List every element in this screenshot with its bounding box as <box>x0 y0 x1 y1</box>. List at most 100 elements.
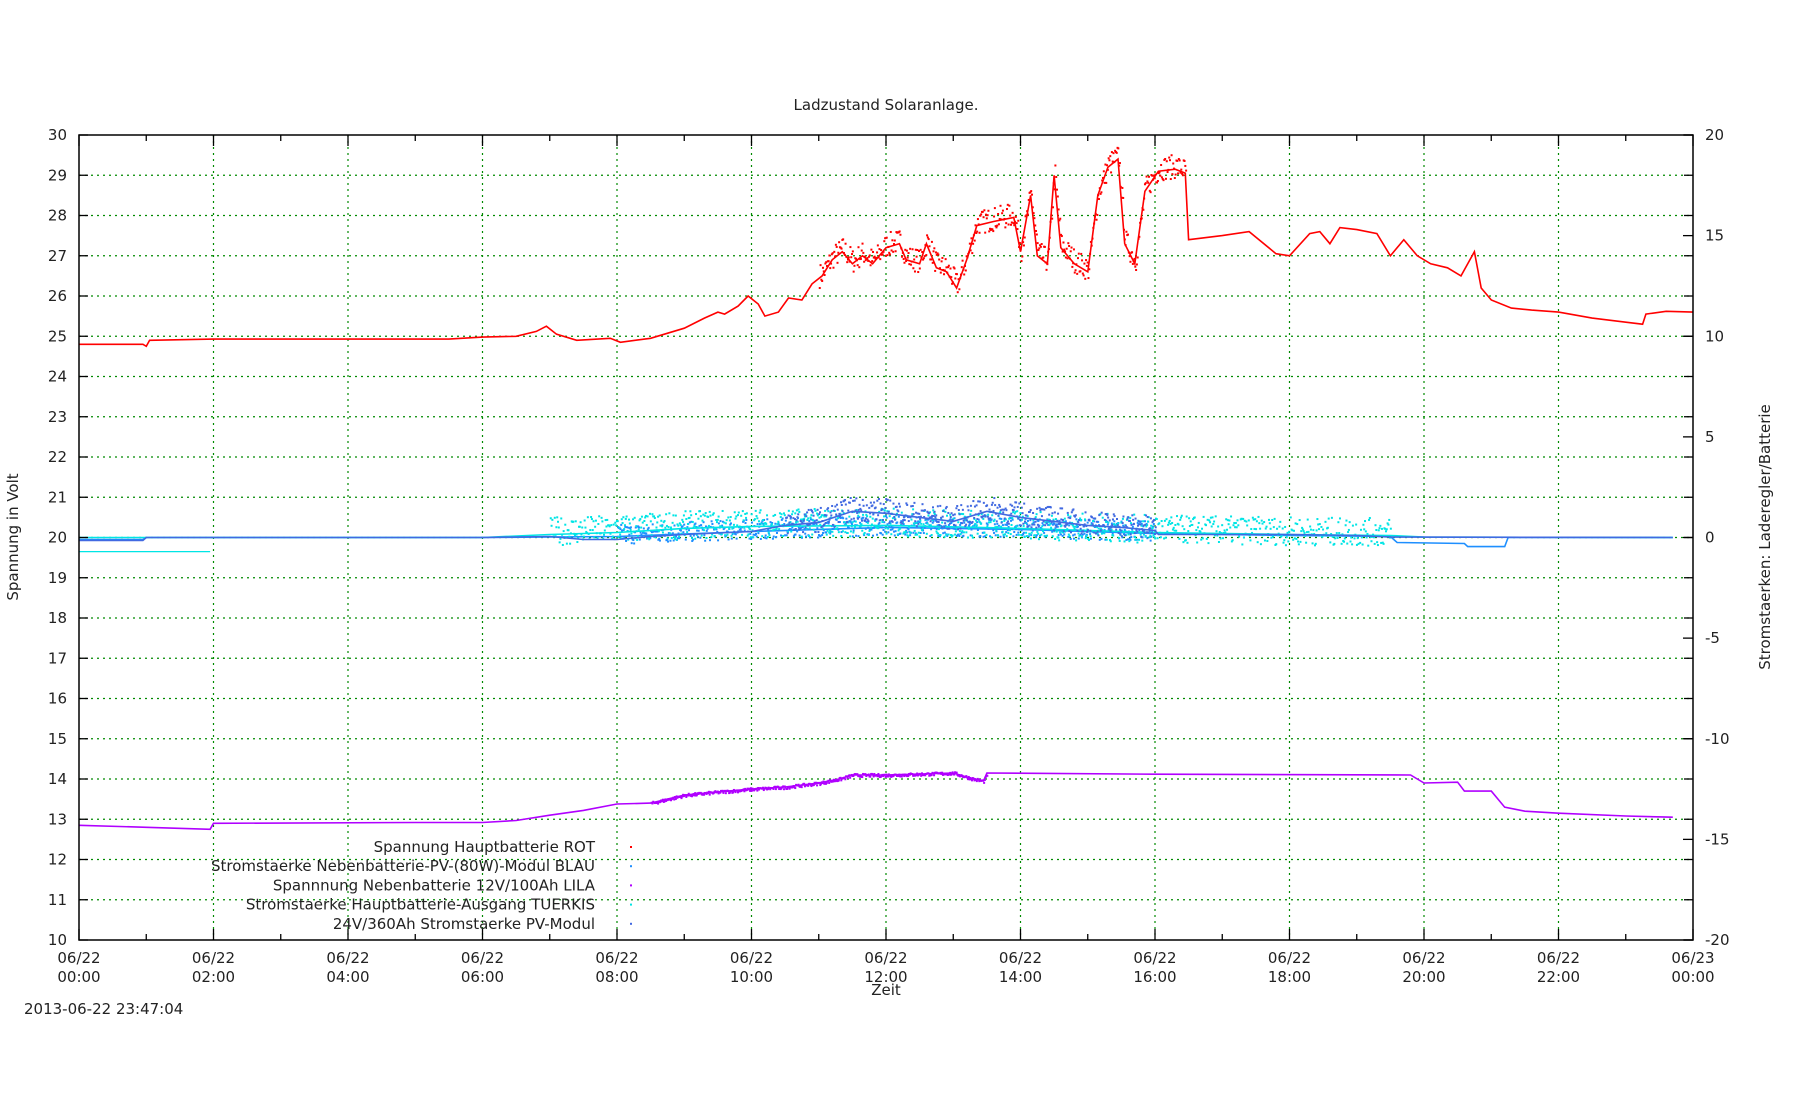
data-point <box>1112 534 1115 537</box>
data-point <box>833 510 836 513</box>
data-point <box>828 531 831 534</box>
data-point <box>1144 523 1147 526</box>
data-point <box>696 535 699 538</box>
data-point <box>1144 535 1147 538</box>
data-point <box>940 516 943 519</box>
data-point <box>1364 520 1367 523</box>
data-point <box>944 510 947 513</box>
data-point <box>1136 521 1139 524</box>
data-point <box>1015 222 1018 225</box>
data-point <box>811 533 814 536</box>
data-point <box>998 217 1001 220</box>
data-point <box>1138 538 1141 541</box>
data-point <box>794 518 797 521</box>
data-point <box>678 537 681 540</box>
data-point <box>930 534 933 537</box>
data-point <box>1099 513 1102 516</box>
data-point <box>909 247 912 250</box>
data-point <box>887 510 890 513</box>
data-point <box>914 248 917 251</box>
data-point <box>996 522 999 525</box>
data-point <box>717 792 720 795</box>
data-point <box>1380 541 1383 544</box>
data-point <box>794 533 797 536</box>
data-point <box>1097 198 1100 201</box>
data-point <box>1044 524 1047 527</box>
data-point <box>886 254 889 257</box>
data-point <box>794 512 797 515</box>
data-point <box>857 508 860 511</box>
data-point <box>1057 534 1060 537</box>
data-point <box>800 526 803 529</box>
y-tick-label: 28 <box>48 207 67 225</box>
data-point <box>1234 522 1237 525</box>
data-point <box>580 533 583 536</box>
data-point <box>1105 512 1108 515</box>
data-point <box>839 517 842 520</box>
data-point <box>685 518 688 521</box>
data-point <box>967 520 970 523</box>
data-point <box>1069 517 1072 520</box>
data-point <box>1041 508 1044 511</box>
data-point <box>1017 517 1020 520</box>
data-point <box>1139 533 1142 536</box>
x-axis-label: Zeit <box>871 981 901 999</box>
data-point <box>1056 519 1059 522</box>
data-point <box>1077 521 1080 524</box>
data-point <box>643 520 646 523</box>
data-point <box>862 533 865 536</box>
data-point <box>992 230 995 233</box>
data-point <box>774 788 777 791</box>
data-point <box>856 264 859 267</box>
data-point <box>1007 520 1010 523</box>
data-point <box>778 512 781 515</box>
data-point <box>1008 529 1011 532</box>
data-point <box>1098 538 1101 541</box>
data-point <box>894 518 897 521</box>
data-point <box>858 503 861 506</box>
data-point <box>822 270 825 273</box>
data-point <box>1385 528 1388 531</box>
x-tick-time: 22:00 <box>1537 968 1580 986</box>
data-point <box>982 517 985 520</box>
data-point <box>766 536 769 539</box>
data-point <box>787 514 790 517</box>
data-point <box>663 800 666 803</box>
data-point <box>894 530 897 533</box>
data-point <box>1301 528 1304 531</box>
data-point <box>1132 518 1135 521</box>
data-point <box>1337 521 1340 524</box>
data-point <box>981 531 984 534</box>
data-point <box>775 536 778 539</box>
data-point <box>611 535 614 538</box>
data-point <box>1042 256 1045 259</box>
data-point <box>690 795 693 798</box>
data-point <box>926 521 929 524</box>
data-point <box>970 521 973 524</box>
data-point <box>1343 540 1346 543</box>
x-tick-date: 06/22 <box>730 949 773 967</box>
data-point <box>907 535 910 538</box>
data-point <box>1061 534 1064 537</box>
data-point <box>979 214 982 217</box>
data-point <box>892 507 895 510</box>
data-point <box>1311 542 1314 545</box>
data-point <box>835 245 838 248</box>
data-point <box>1370 540 1373 543</box>
data-point <box>1251 531 1254 534</box>
data-point <box>1120 535 1123 538</box>
data-point <box>637 525 640 528</box>
data-point <box>1022 522 1025 525</box>
data-point <box>840 247 843 250</box>
data-point <box>1101 516 1104 519</box>
data-point <box>887 531 890 534</box>
data-point <box>1130 536 1133 539</box>
data-point <box>793 528 796 531</box>
data-point <box>918 535 921 538</box>
data-point <box>971 252 974 255</box>
data-point <box>766 514 769 517</box>
data-point <box>952 514 955 517</box>
data-point <box>1001 212 1004 215</box>
data-point <box>868 506 871 509</box>
data-point <box>967 509 970 512</box>
